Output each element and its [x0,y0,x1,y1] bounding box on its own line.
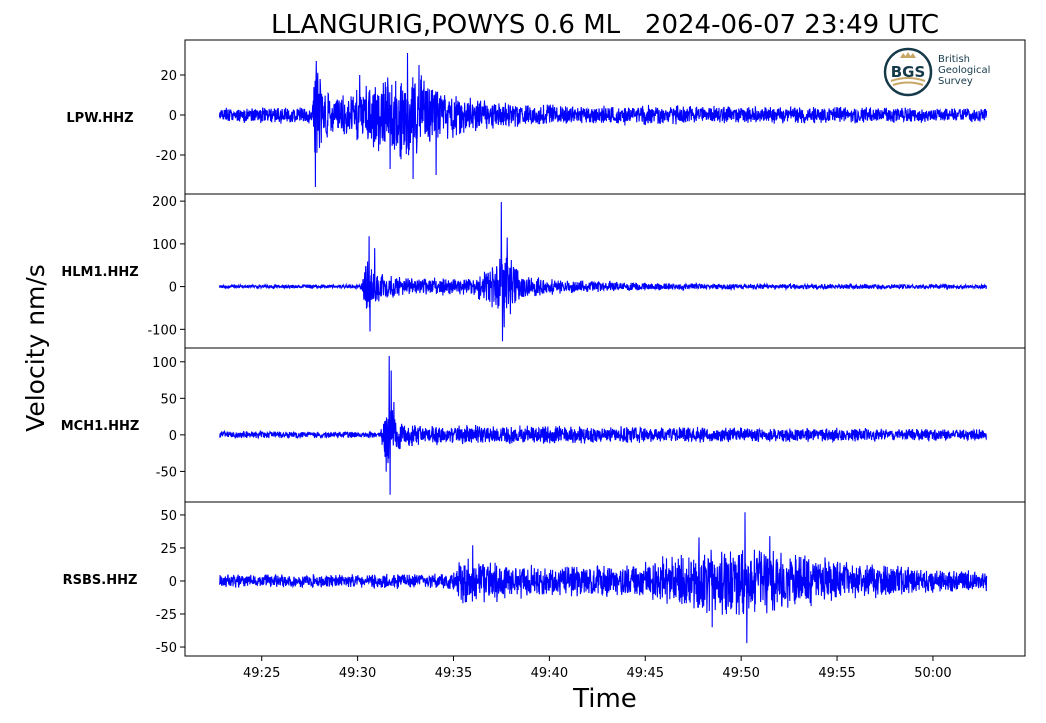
y-tick-label: 25 [160,542,177,557]
waveform-line [218,512,988,644]
station-label: LPW.HHZ [66,111,133,126]
panel-frame [184,501,1026,657]
x-tick-label: 49:50 [722,666,759,681]
y-tick-label: -100 [147,323,177,338]
panel-rsbs-hhz: RSBS.HHZ 50 25 0 -25 -50 [63,501,1026,657]
y-tick-label: 100 [152,238,177,253]
x-tick-label: 49:40 [531,666,568,681]
waveform-line [219,355,988,495]
y-tick-label: 0 [169,109,177,124]
chart-title: LLANGURIG,POWYS 0.6 ML 2024-06-07 23:49 … [271,10,939,40]
y-tick-label: -50 [156,641,177,656]
y-tick-label: -25 [156,608,177,623]
x-tick-label: 49:35 [435,666,472,681]
y-tick-label: 0 [169,575,177,590]
y-tick-label: 50 [160,392,177,407]
logo-line: Geological [938,65,990,76]
panel-frame [184,193,1026,349]
y-tick-label: 0 [169,429,177,444]
y-tick-label: -20 [156,149,177,164]
x-axis-label: Time [572,684,637,714]
panel-lpw-hhz: LPW.HHZ 20 0 -20 [66,39,1026,195]
x-axis: 49:25 49:30 49:35 49:40 49:45 49:50 49:55 50:00 [243,656,952,681]
y-tick-label: -50 [156,465,177,480]
logo-line: Survey [938,76,973,87]
x-tick-label: 50:00 [914,666,951,681]
x-tick-label: 49:55 [818,666,855,681]
panel-mch1-hhz: MCH1.HHZ 100 50 0 -50 [61,347,1026,503]
panel-hlm1-hhz: HLM1.HHZ 200 100 0 -100 [61,193,1026,349]
logo-wave [890,77,926,86]
y-tick-label: 0 [169,281,177,296]
logo-mark-text: BGS [891,63,926,81]
y-tick-label: 20 [160,69,177,84]
y-tick-label: 100 [152,356,177,371]
panels-group: LPW.HHZ200-20HLM1.HHZ2001000-100MCH1.HHZ… [61,39,1026,657]
crown-icon [900,52,916,58]
station-label: RSBS.HHZ [63,573,138,588]
y-axis-label: Velocity nm/s [21,264,50,432]
x-tick-label: 49:25 [243,666,280,681]
y-tick-label: 200 [152,195,177,210]
waveform-line [218,201,988,342]
station-label: HLM1.HHZ [61,265,138,280]
y-tick-label: 50 [160,509,177,524]
station-label: MCH1.HHZ [61,419,140,434]
panel-frame [184,347,1026,503]
waveform-line [218,52,988,188]
logo-line: British [938,54,970,65]
x-tick-label: 49:30 [339,666,376,681]
x-tick-label: 49:45 [627,666,664,681]
